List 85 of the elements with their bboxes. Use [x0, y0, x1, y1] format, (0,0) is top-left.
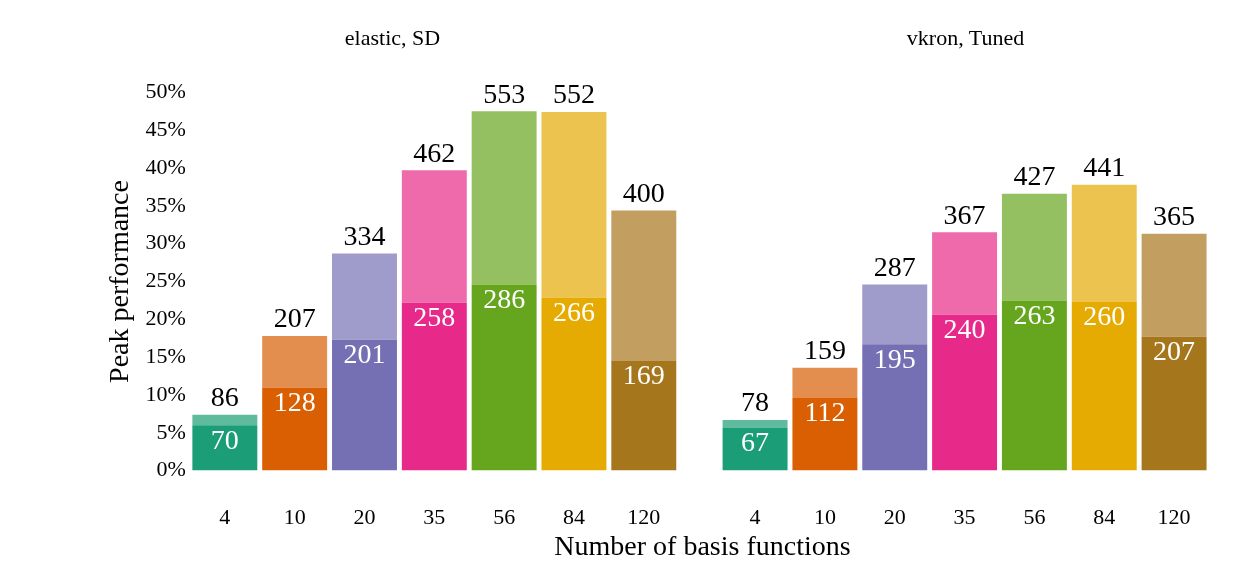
y-tick-label: 10% — [145, 380, 186, 406]
bar — [401, 302, 467, 471]
bar — [611, 360, 677, 471]
x-tick-label: 35 — [953, 503, 976, 529]
bar — [1141, 233, 1207, 337]
x-tick-label: 120 — [627, 503, 661, 529]
bar — [332, 253, 397, 340]
annotation: 128 — [273, 385, 316, 417]
x-tick-label: 56 — [1023, 503, 1046, 529]
annotation: 553 — [483, 77, 526, 109]
bar — [541, 112, 607, 298]
x-tick-label: 10 — [813, 503, 836, 529]
x-tick-label: 20 — [353, 503, 376, 529]
y-tick-label: 35% — [145, 191, 186, 217]
bar — [471, 284, 537, 471]
annotation: 287 — [873, 250, 916, 282]
annotation: 334 — [343, 219, 386, 251]
y-tick-label: 45% — [145, 116, 186, 141]
annotation: 260 — [1083, 300, 1126, 332]
annotation: 266 — [552, 295, 595, 327]
x-tick-label: 20 — [883, 503, 906, 529]
annotation: 552 — [552, 78, 595, 110]
x-axis-title: Number of basis functions — [553, 530, 852, 562]
bar — [401, 170, 467, 303]
annotation: 195 — [873, 342, 916, 374]
x-tick-label: 84 — [1093, 503, 1116, 529]
bar — [1071, 301, 1137, 471]
annotation: 86 — [210, 380, 239, 412]
y-tick-label: 20% — [145, 305, 186, 331]
bar — [932, 314, 998, 471]
bar — [262, 335, 328, 388]
bar — [792, 397, 858, 471]
annotation: 286 — [483, 282, 526, 314]
y-tick-label: 40% — [145, 153, 186, 179]
bar — [471, 111, 537, 285]
y-tick-label: 0% — [156, 456, 186, 482]
x-tick-label: 4 — [219, 503, 231, 529]
bar — [332, 339, 397, 471]
annotation: 427 — [1013, 160, 1056, 192]
x-tick-label: 10 — [283, 503, 306, 529]
bar — [722, 427, 788, 471]
annotation: 263 — [1013, 298, 1056, 330]
annotation: 258 — [413, 301, 456, 333]
bar — [1141, 336, 1207, 471]
x-tick-label: 84 — [562, 503, 585, 529]
y-tick-label: 15% — [145, 342, 186, 368]
annotation: 70 — [210, 423, 239, 455]
annotation: 78 — [741, 386, 770, 418]
annotation: 400 — [622, 176, 665, 208]
bar — [192, 414, 258, 426]
x-tick-label: 35 — [423, 503, 446, 529]
y-tick-label: 50% — [145, 78, 186, 104]
bar — [541, 297, 607, 471]
bar — [192, 425, 258, 471]
annotation: 207 — [1153, 335, 1196, 367]
bar — [792, 367, 858, 398]
annotation: 367 — [943, 198, 986, 230]
y-tick-label: 25% — [145, 267, 186, 293]
y-axis-title: Peak performance — [103, 180, 135, 383]
annotation: 201 — [343, 338, 386, 370]
chart-title: elastic, SD — [344, 24, 441, 50]
bar — [862, 344, 928, 471]
annotation: 207 — [273, 302, 316, 334]
annotation: 240 — [943, 313, 986, 345]
y-tick-label: 5% — [156, 418, 186, 444]
annotation: 112 — [804, 396, 846, 428]
chart-title: vkron, Tuned — [906, 24, 1025, 50]
annotation: 159 — [803, 334, 846, 366]
annotation: 365 — [1153, 200, 1196, 232]
bar — [611, 210, 677, 361]
bar — [1071, 184, 1137, 302]
x-tick-label: 56 — [493, 503, 516, 529]
bar — [1001, 300, 1067, 471]
annotation: 67 — [741, 425, 770, 457]
bar — [932, 232, 998, 315]
annotation: 441 — [1083, 151, 1126, 183]
bar — [862, 284, 928, 345]
bar — [262, 387, 328, 471]
annotation: 462 — [413, 136, 456, 168]
bar — [722, 419, 788, 428]
x-tick-label: 4 — [749, 503, 761, 529]
y-tick-label: 30% — [145, 229, 186, 255]
annotation: 169 — [622, 359, 665, 391]
bar — [1001, 193, 1067, 301]
x-tick-label: 120 — [1157, 503, 1191, 529]
